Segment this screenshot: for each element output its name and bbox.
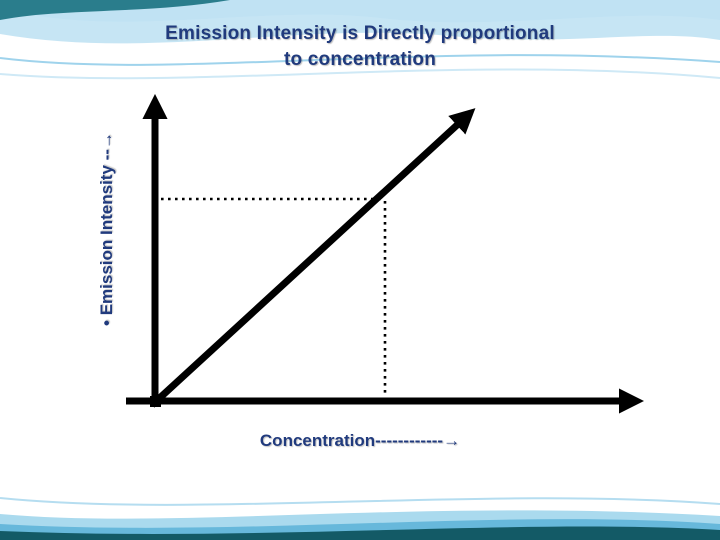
title-line-1: Emission Intensity is Directly proportio…: [165, 23, 555, 44]
slide-title: Emission Intensity is Directly proportio…: [0, 21, 720, 73]
proportional-line: [149, 108, 476, 408]
y-axis-label: • Emission Intensity --→: [97, 132, 116, 326]
title-line-2: to concentration: [283, 49, 437, 70]
x-axis-label: Concentration------------→: [259, 431, 461, 450]
